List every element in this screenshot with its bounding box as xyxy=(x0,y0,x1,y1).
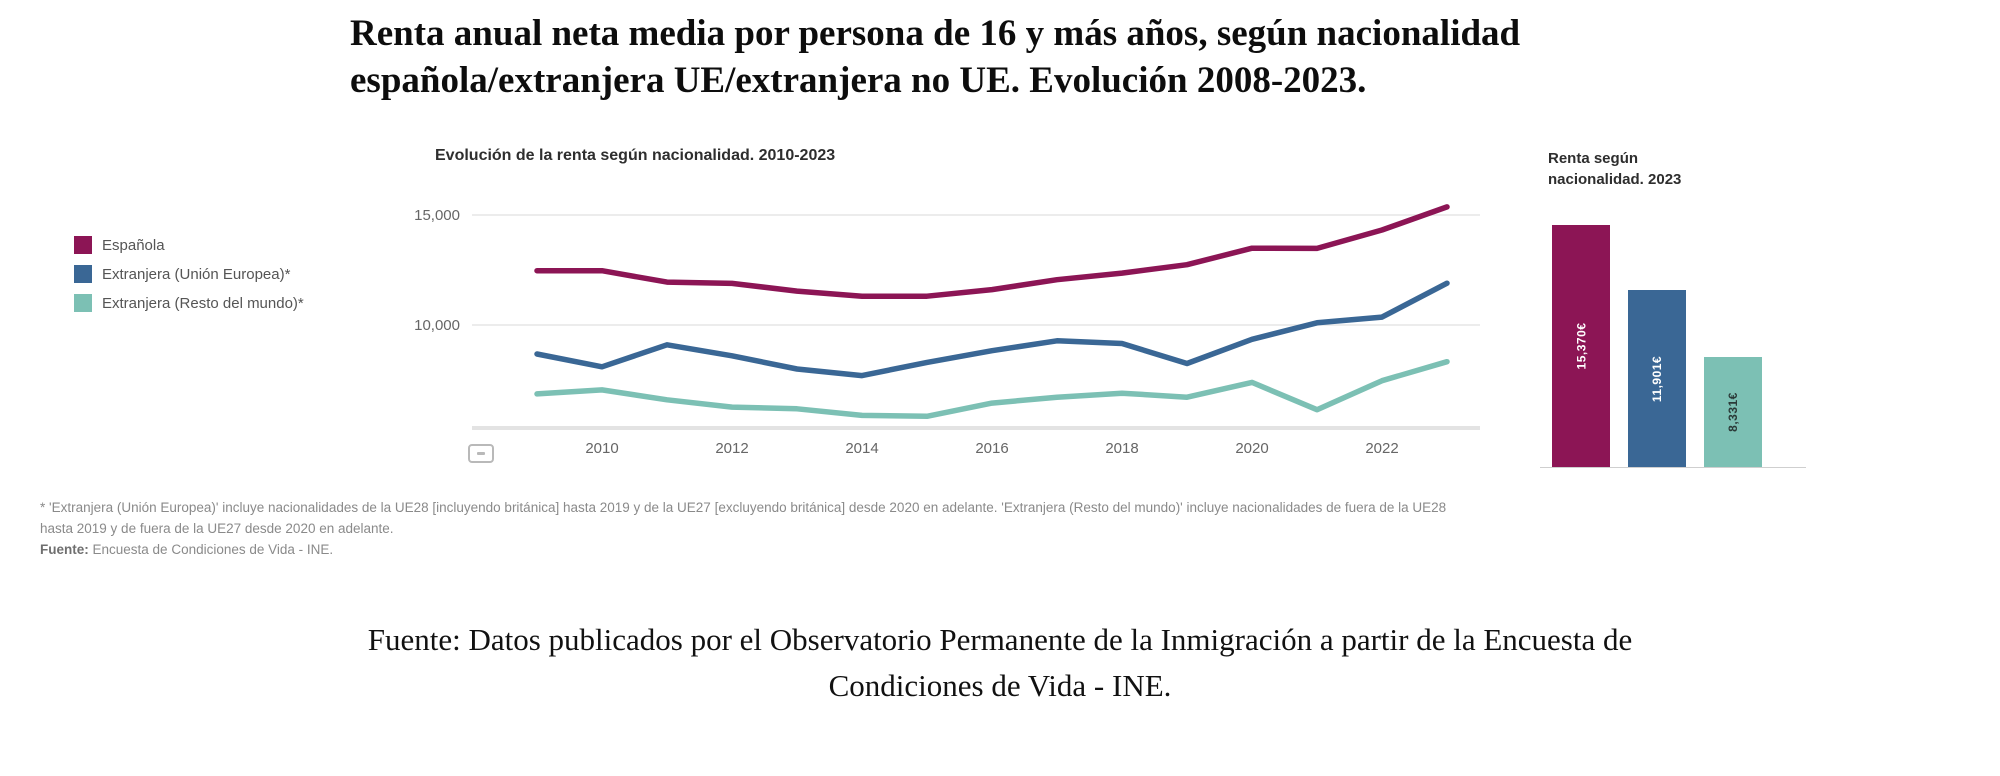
footnote-line2: hasta 2019 y de fuera de la UE27 desde 2… xyxy=(40,521,394,536)
caption-line1: Fuente: Datos publicados por el Observat… xyxy=(367,622,1633,657)
line-chart-title: Evolución de la renta según nacionalidad… xyxy=(435,147,836,164)
bar-chart-title-line1: Renta según xyxy=(1548,150,1639,167)
line-series-extranjera xyxy=(534,280,1450,379)
bar-value-label: 15,370€ xyxy=(1573,322,1588,370)
footnote-source: Fuente: Encuesta de Condiciones de Vida … xyxy=(40,539,1950,560)
line-series-española xyxy=(534,204,1450,299)
bar-chart-baseline xyxy=(1540,467,1806,468)
y-axis-tick-label: 10,000 xyxy=(414,317,460,334)
x-axis-tick-label: 2016 xyxy=(975,440,1008,457)
embed-icon-glyph xyxy=(477,452,485,455)
legend-item: Española xyxy=(74,236,304,254)
chart-footnote: * 'Extranjera (Unión Europea)' incluye n… xyxy=(40,497,1950,560)
legend-label: Extranjera (Resto del mundo)* xyxy=(102,294,304,312)
legend-swatch xyxy=(74,236,92,254)
bar-extranjera-resto: 8,331€ xyxy=(1704,357,1762,467)
chart-embed-icon[interactable] xyxy=(468,444,494,463)
page-title: Renta anual neta media por persona de 16… xyxy=(350,10,1950,104)
footnote-source-text: Encuesta de Condiciones de Vida - INE. xyxy=(92,542,334,557)
x-axis-tick-label: 2022 xyxy=(1365,440,1398,457)
page-title-line1: Renta anual neta media por persona de 16… xyxy=(350,13,1521,54)
bar-value-label: 8,331€ xyxy=(1725,392,1740,432)
page-title-line2: española/extranjera UE/extranjera no UE.… xyxy=(350,60,1367,101)
legend-swatch xyxy=(74,265,92,283)
line-chart-legend: Española Extranjera (Unión Europea)* Extra… xyxy=(74,236,304,323)
x-axis-tick-label: 2014 xyxy=(845,440,878,457)
legend-label: Extranjera (Unión Europea)* xyxy=(102,265,291,283)
x-axis-tick-label: 2020 xyxy=(1235,440,1268,457)
bar-espanola: 15,370€ xyxy=(1552,225,1610,467)
x-axis-tick-label: 2010 xyxy=(585,440,618,457)
legend-label: Española xyxy=(102,236,165,254)
line-chart: 15,000 10,000 2010 2012 2014 2016 2018 2020 2022 xyxy=(414,204,1480,457)
bar-chart-title: Renta según nacionalidad. 2023 xyxy=(1548,148,1681,190)
footnote-line1: * 'Extranjera (Unión Europea)' incluye n… xyxy=(40,500,1447,515)
bar-extranjera-ue: 11,901€ xyxy=(1628,290,1686,467)
x-axis-tick-label: 2018 xyxy=(1105,440,1138,457)
bar-value-label: 11,901€ xyxy=(1650,355,1664,402)
x-axis-tick-label: 2012 xyxy=(715,440,748,457)
bar-chart-title-line2: nacionalidad. 2023 xyxy=(1548,171,1682,188)
bottom-source-caption: Fuente: Datos publicados por el Observat… xyxy=(0,617,2000,709)
footnote-source-label: Fuente: xyxy=(40,542,89,557)
legend-item: Extranjera (Unión Europea)* xyxy=(74,265,304,283)
y-axis-tick-label: 15,000 xyxy=(414,207,460,224)
legend-swatch xyxy=(74,294,92,312)
caption-line2: Condiciones de Vida - INE. xyxy=(828,668,1172,703)
line-series-extranjera xyxy=(534,358,1450,420)
legend-item: Extranjera (Resto del mundo)* xyxy=(74,294,304,312)
